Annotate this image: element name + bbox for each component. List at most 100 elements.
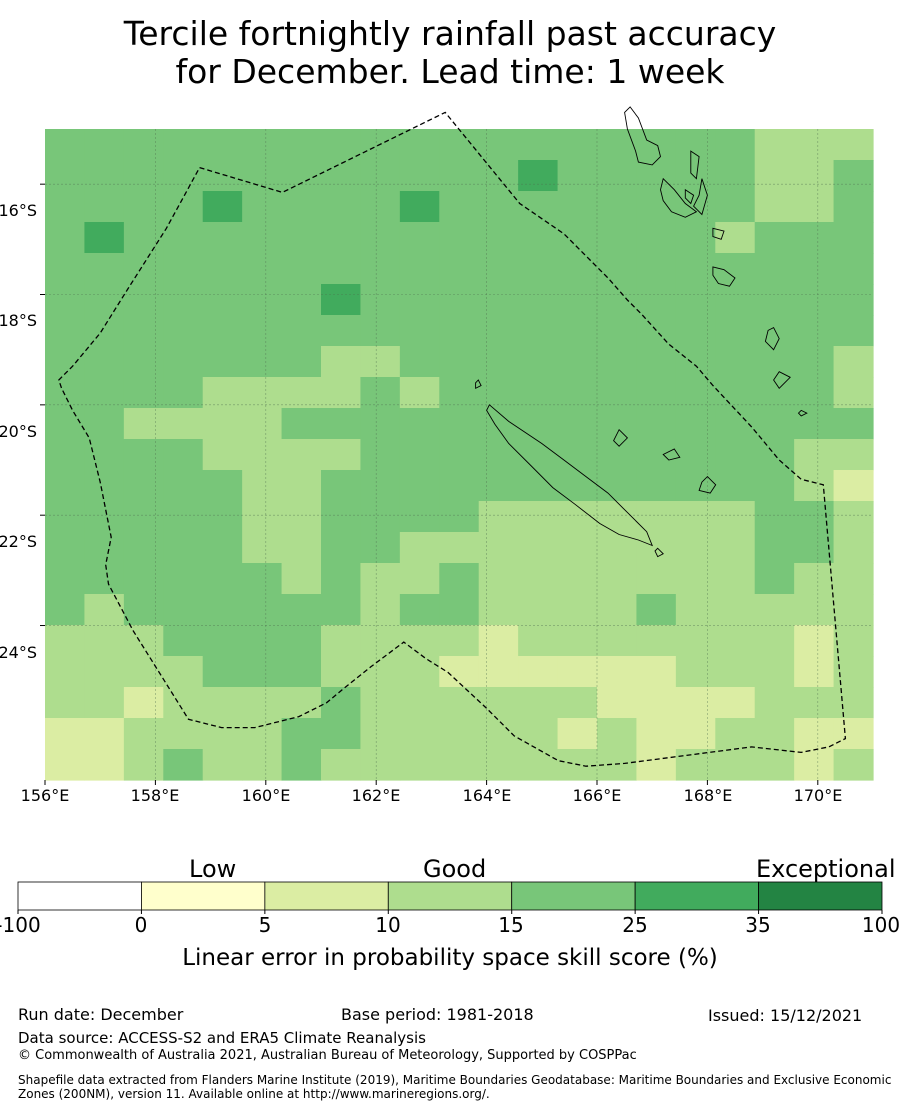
skill-cell: [84, 191, 125, 223]
skill-cell: [242, 470, 283, 502]
skill-cell: [675, 222, 716, 254]
skill-cell: [794, 315, 835, 347]
skill-cell: [557, 408, 598, 440]
colorbar-label: Linear error in probability space skill …: [182, 945, 718, 971]
skill-cell: [754, 408, 795, 440]
skill-cell: [439, 315, 480, 347]
skill-cell: [163, 439, 204, 471]
skill-cell: [478, 594, 519, 626]
skill-cell: [636, 191, 677, 223]
island-coastline: [712, 227, 725, 240]
skill-cell: [478, 687, 519, 719]
skill-cell: [281, 439, 322, 471]
skill-cell: [163, 222, 204, 254]
skill-cell: [45, 718, 86, 750]
skill-cell: [557, 687, 598, 719]
skill-cell: [833, 315, 874, 347]
skill-cell: [754, 687, 795, 719]
skill-cell: [675, 377, 716, 409]
skill-cell: [833, 594, 874, 626]
skill-cell: [439, 191, 480, 223]
skill-cell: [518, 718, 559, 750]
skill-cell: [84, 625, 125, 657]
skill-cell: [202, 191, 243, 223]
skill-cell: [321, 284, 362, 316]
skill-cell: [597, 501, 638, 533]
skill-cell: [557, 470, 598, 502]
skill-cell: [399, 501, 440, 533]
skill-cell: [321, 594, 362, 626]
skill-cell: [794, 470, 835, 502]
axis-ticks: [40, 183, 819, 785]
skill-cell: [123, 253, 164, 285]
island-coastline: [475, 379, 482, 390]
lon-tick-label: 156°E: [20, 786, 70, 805]
skill-cell: [123, 501, 164, 533]
island-coastline: [712, 266, 736, 287]
colorbar-segment: [634, 881, 759, 911]
skill-cell: [597, 594, 638, 626]
skill-cell: [557, 718, 598, 750]
skill-cell: [518, 687, 559, 719]
skill-cell: [794, 377, 835, 409]
skill-cell: [675, 439, 716, 471]
skill-cell: [675, 501, 716, 533]
skill-cell: [794, 129, 835, 161]
colorbar-heading-good: Good: [423, 855, 487, 883]
skill-cell: [518, 284, 559, 316]
skill-cell: [794, 718, 835, 750]
skill-cell: [321, 160, 362, 192]
skill-cell: [202, 439, 243, 471]
run-date: Run date: December: [18, 1005, 184, 1024]
skill-cell: [478, 470, 519, 502]
skill-cell: [557, 222, 598, 254]
skill-cell: [833, 253, 874, 285]
skill-cell: [163, 687, 204, 719]
skill-cell: [518, 408, 559, 440]
skill-cell: [281, 532, 322, 564]
skill-cell: [794, 625, 835, 657]
skill-cell: [636, 377, 677, 409]
skill-cell: [439, 408, 480, 440]
skill-cell: [715, 625, 756, 657]
skill-cell: [360, 718, 401, 750]
skill-cell: [45, 191, 86, 223]
skill-cell: [202, 160, 243, 192]
skill-cell: [242, 253, 283, 285]
skill-cell: [794, 687, 835, 719]
skill-cell: [163, 625, 204, 657]
lat-tick-label: 18°S: [0, 311, 37, 330]
skill-cell: [321, 656, 362, 688]
skill-cell: [518, 625, 559, 657]
skill-cell: [636, 315, 677, 347]
skill-cell: [360, 222, 401, 254]
colorbar-segment: [264, 881, 389, 911]
skill-cell: [399, 749, 440, 781]
skill-cell: [518, 222, 559, 254]
skill-cell: [597, 346, 638, 378]
skill-cell: [557, 594, 598, 626]
skill-cell: [84, 470, 125, 502]
skill-cell: [675, 129, 716, 161]
skill-cell: [163, 253, 204, 285]
skill-cell: [84, 315, 125, 347]
skill-cell: [84, 284, 125, 316]
skill-cell: [281, 563, 322, 595]
skill-cell: [518, 253, 559, 285]
skill-cell: [202, 501, 243, 533]
skill-cell: [45, 625, 86, 657]
skill-cell: [794, 749, 835, 781]
skill-cell: [360, 470, 401, 502]
skill-cell: [794, 222, 835, 254]
skill-cell: [636, 749, 677, 781]
skill-cell: [675, 284, 716, 316]
skill-cell: [45, 129, 86, 161]
skill-cell: [675, 315, 716, 347]
skill-cell: [321, 377, 362, 409]
skill-cell: [360, 656, 401, 688]
skill-cell: [518, 532, 559, 564]
skill-cell: [84, 377, 125, 409]
skill-cell: [636, 408, 677, 440]
skill-cell: [242, 501, 283, 533]
island-coastline: [684, 188, 695, 205]
